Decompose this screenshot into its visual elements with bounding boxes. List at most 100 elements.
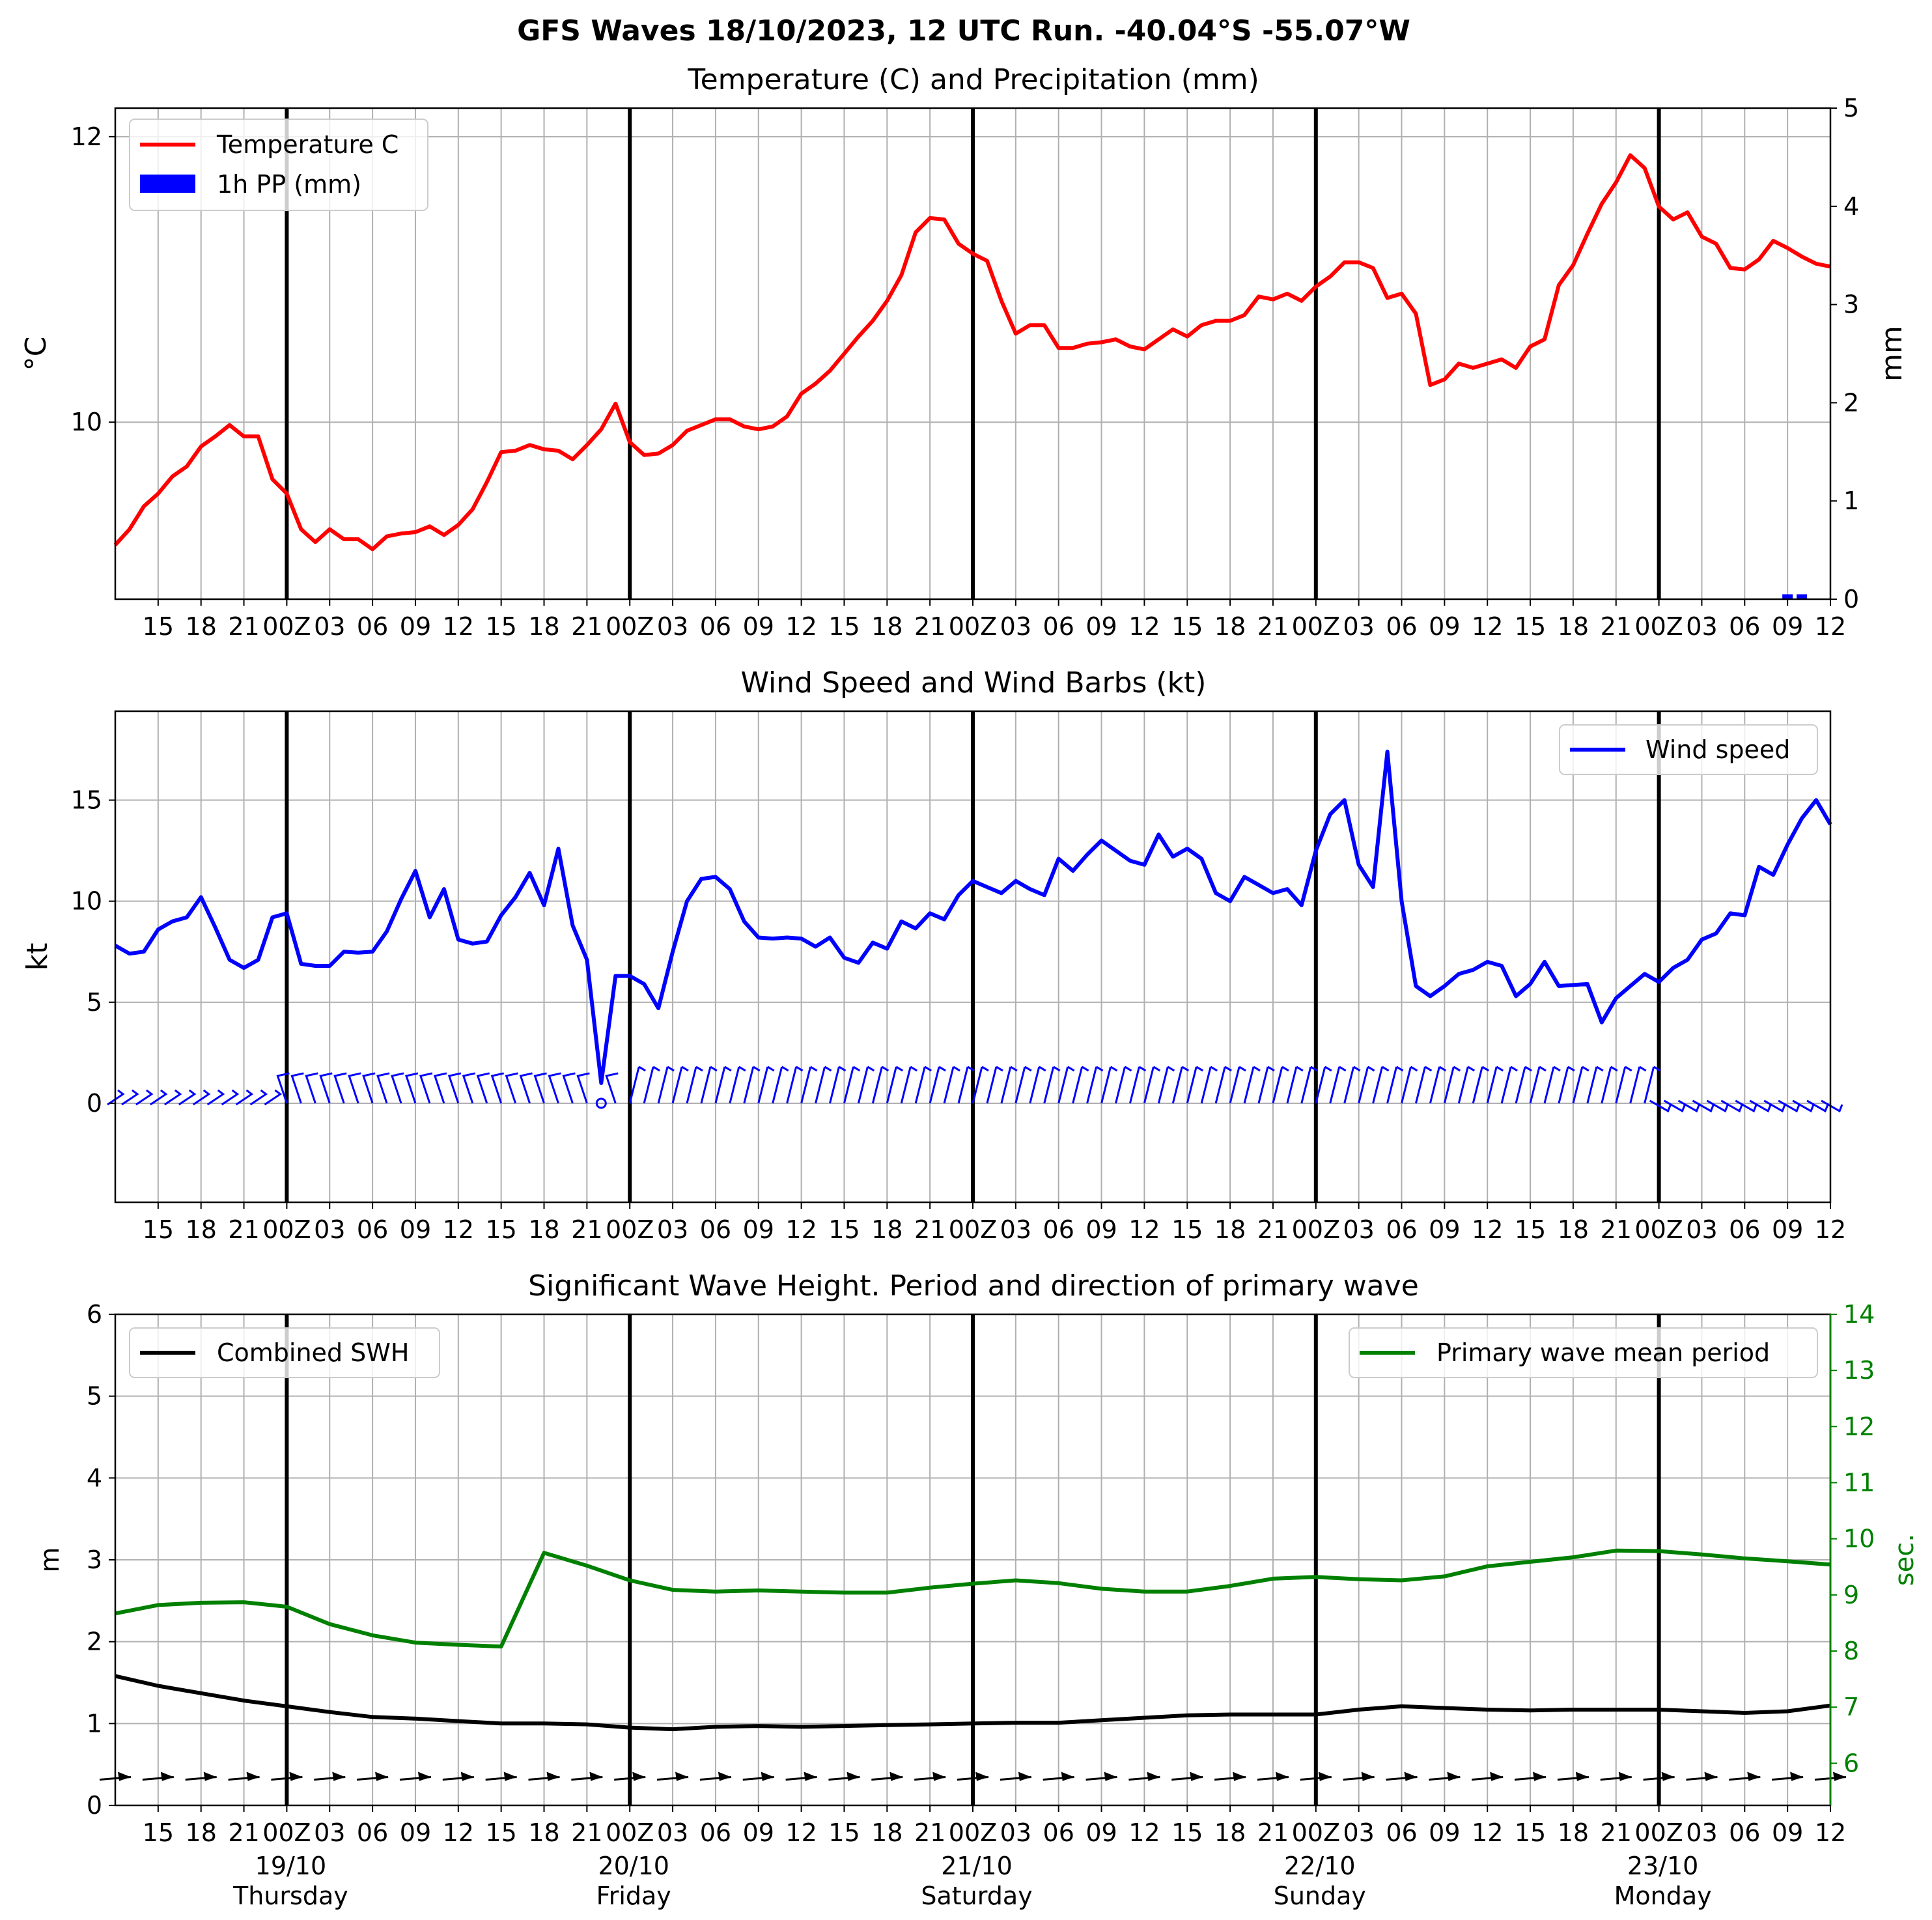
- x-tick-label: 03: [1000, 1215, 1031, 1244]
- x-tick-label: 00Z: [1292, 1215, 1340, 1244]
- wave-direction-head: [118, 1772, 131, 1781]
- x-tick-label: 12: [1128, 1215, 1160, 1244]
- wave-direction-head: [246, 1772, 260, 1781]
- wind-barb: [1315, 1066, 1332, 1104]
- x-tick-label: 00Z: [1634, 612, 1683, 641]
- wind-barb: [1543, 1066, 1561, 1104]
- wind-barb: [1186, 1066, 1204, 1104]
- x-tick-label: 09: [400, 1818, 431, 1847]
- wind-barb: [857, 1066, 875, 1104]
- day-date-label: 19/10: [255, 1852, 327, 1880]
- precipitation-y-label: mm: [1875, 326, 1909, 382]
- wind-barb: [206, 1089, 225, 1106]
- x-tick-label: 06: [700, 1818, 731, 1847]
- wind-barb: [1015, 1066, 1032, 1104]
- y-tick-label: 0: [87, 1791, 102, 1820]
- y-tick-label-right: 7: [1843, 1693, 1859, 1721]
- legend-precipitation-label: 1h PP (mm): [217, 170, 361, 199]
- temperature-y-ticks: 10 12: [71, 122, 115, 436]
- x-tick-label: 00Z: [1634, 1818, 1683, 1847]
- x-tick-label: 15: [143, 612, 174, 641]
- wind-barb: [871, 1066, 889, 1104]
- x-tick-label: 12: [443, 612, 474, 641]
- wind-barb: [163, 1089, 182, 1106]
- wind-barb: [221, 1089, 240, 1106]
- x-tick-label: 09: [1085, 1215, 1117, 1244]
- x-tick-label: 21: [1601, 1818, 1632, 1847]
- x-tick-label: 09: [1772, 612, 1803, 641]
- wind-barb: [1472, 1066, 1490, 1104]
- wind-barb: [362, 1072, 376, 1104]
- x-tick-label: 09: [1429, 612, 1460, 641]
- wind-barb: [1100, 1066, 1118, 1104]
- x-tick-label: 03: [1343, 1215, 1374, 1244]
- wind-barb: [1821, 1099, 1843, 1113]
- x-tick-label: 06: [357, 612, 388, 641]
- wave-direction-head: [804, 1772, 817, 1781]
- wind-barb: [1214, 1066, 1232, 1104]
- x-tick-label: 21: [571, 1215, 602, 1244]
- wind-barb: [305, 1072, 318, 1104]
- wind-barb: [1300, 1066, 1318, 1104]
- y-tick-label-right: 9: [1843, 1581, 1859, 1609]
- x-tick-label: 06: [1043, 1215, 1074, 1244]
- wind-barb: [1763, 1099, 1786, 1113]
- x-tick-label: 06: [357, 1215, 388, 1244]
- y-tick-label-right: 4: [1843, 192, 1859, 221]
- y-tick-label: 4: [87, 1463, 102, 1492]
- wind-barb: [376, 1072, 390, 1104]
- x-tick-label: 15: [828, 612, 860, 641]
- wind-barb: [643, 1066, 660, 1104]
- wind-barb: [519, 1072, 533, 1104]
- wave-direction-head: [1833, 1772, 1846, 1781]
- y-tick-label: 6: [87, 1300, 102, 1329]
- wave-direction-head: [1275, 1772, 1289, 1781]
- swh-legend: Combined SWH: [129, 1327, 440, 1378]
- wind-barb: [886, 1066, 904, 1104]
- wind-panel: Wind Speed and Wind Barbs (kt) 0 5 10 15 15…: [21, 666, 1846, 1244]
- wave-direction-head: [932, 1772, 946, 1781]
- period-y-ticks: 6 7 8 9 10 11 12 13 14: [1830, 1300, 1875, 1777]
- wind-barb: [943, 1066, 960, 1104]
- x-tick-label: 00Z: [262, 1215, 311, 1244]
- x-tick-label: 03: [1000, 612, 1031, 641]
- wind-barb: [1677, 1099, 1700, 1113]
- x-tick-label: 18: [1558, 1215, 1589, 1244]
- wave-direction-head: [1661, 1772, 1675, 1781]
- y-tick-label: 12: [71, 122, 102, 151]
- x-tick-label: 12: [785, 612, 817, 641]
- wave-y-label: m: [35, 1547, 65, 1573]
- wave-direction-head: [718, 1772, 731, 1781]
- x-tick-label: 00Z: [1292, 1818, 1340, 1847]
- x-tick-label: 00Z: [262, 1818, 311, 1847]
- x-tick-label: 12: [443, 1215, 474, 1244]
- wind-barb: [1692, 1099, 1715, 1113]
- x-tick-label: 21: [1257, 1215, 1289, 1244]
- wave-direction-head: [1190, 1772, 1203, 1781]
- wind-barb: [1229, 1066, 1246, 1104]
- x-tick-label: 15: [1171, 612, 1203, 641]
- x-tick-label: 09: [1772, 1215, 1803, 1244]
- temperature-legend: Temperature C 1h PP (mm): [129, 119, 428, 211]
- wind-barb: [1358, 1066, 1375, 1104]
- wind-barb: [1386, 1066, 1404, 1104]
- wind-barb: [815, 1066, 832, 1104]
- wave-y-ticks: 0 1 2 3 4 5 6: [87, 1300, 115, 1820]
- precipitation-bars: [1782, 594, 1808, 599]
- wave-direction-head: [1790, 1772, 1804, 1781]
- wind-barb: [1457, 1066, 1476, 1104]
- wind-barb: [1443, 1066, 1461, 1104]
- wind-barb: [562, 1072, 576, 1104]
- x-tick-label: 12: [1472, 612, 1503, 641]
- x-tick-label: 09: [1429, 1215, 1460, 1244]
- legend-box: [129, 1327, 440, 1378]
- wind-barb: [714, 1066, 732, 1104]
- wind-barb: [1735, 1099, 1757, 1113]
- x-tick-label: 03: [657, 1215, 688, 1244]
- temperature-x-ticks: 15 18 21 00Z 03 06 09 12 15 18 21 00Z 03 06 09 12 15 18 21…: [143, 599, 1846, 641]
- wind-y-label: kt: [21, 943, 54, 971]
- y-tick-label-right: 14: [1843, 1300, 1875, 1329]
- wind-barb: [1500, 1066, 1518, 1104]
